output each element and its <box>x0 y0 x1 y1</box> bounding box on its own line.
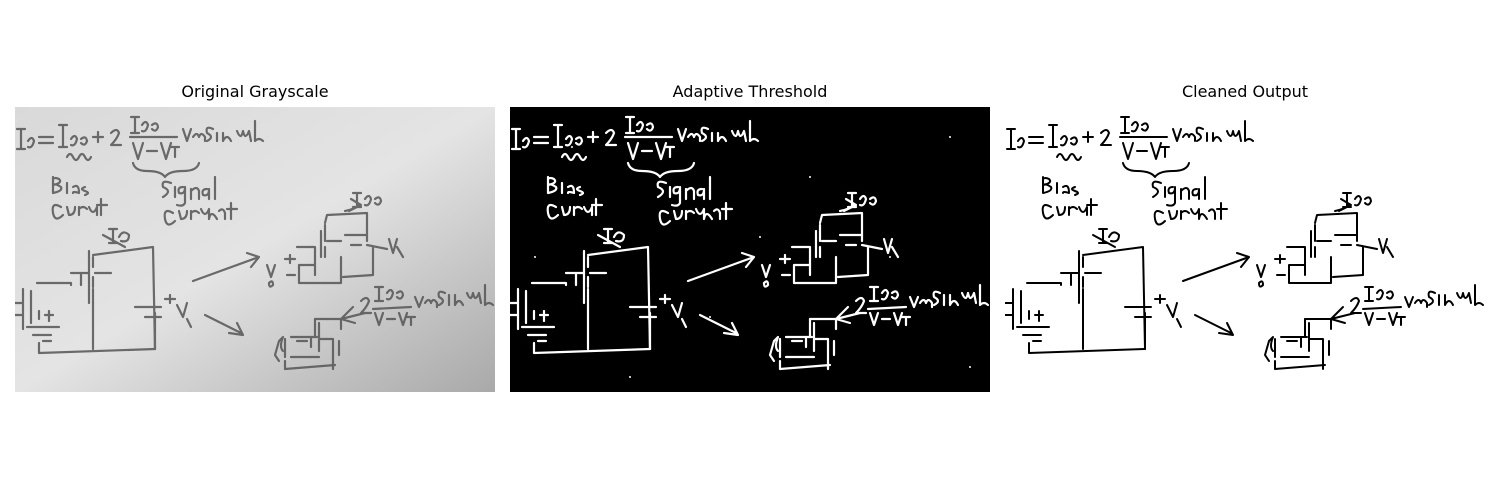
whiteboard-drawing <box>15 107 495 392</box>
whiteboard-image-grayscale <box>15 107 495 392</box>
whiteboard-drawing <box>510 107 990 392</box>
whiteboard-drawing <box>1005 107 1485 392</box>
whiteboard-image-threshold <box>510 107 990 392</box>
whiteboard-image-cleaned <box>1005 107 1485 392</box>
panel-title: Original Grayscale <box>181 82 329 101</box>
panel-title: Cleaned Output <box>1181 82 1309 101</box>
panel-title: Adaptive Threshold <box>672 82 828 101</box>
